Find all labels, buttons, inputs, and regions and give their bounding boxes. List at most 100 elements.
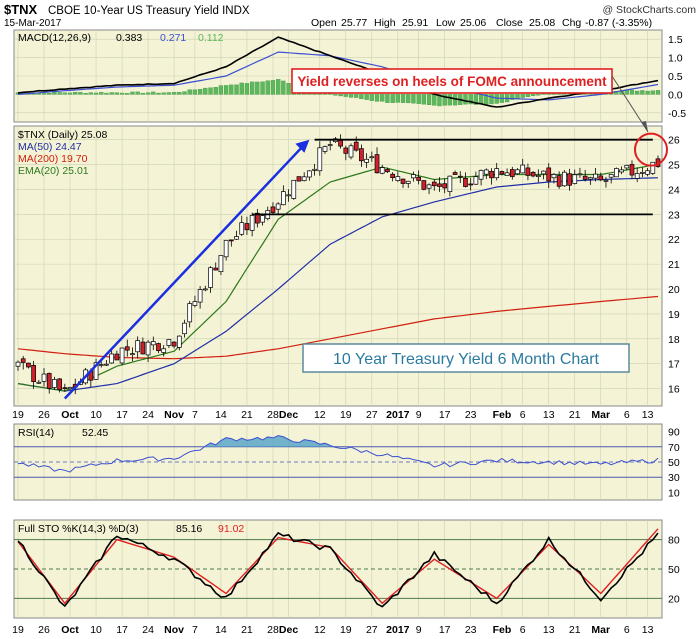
- candle-down: [228, 239, 234, 242]
- sto-y-tick: 80: [668, 535, 680, 547]
- macd-histogram-bar: [260, 81, 265, 95]
- macd-histogram-bar: [629, 89, 635, 95]
- high-value: 25.91: [402, 17, 428, 29]
- rsi-y-tick: 50: [668, 457, 680, 469]
- x-tick-label-bottom: Dec: [279, 624, 298, 636]
- candle-up: [379, 167, 385, 174]
- ma200-legend: MA(200) 19.70: [18, 153, 88, 165]
- trend-arrow-head: [295, 139, 310, 153]
- x-tick-label-bottom: 9: [416, 624, 422, 636]
- macd-histogram-bar: [333, 94, 338, 96]
- macd-histogram-bar: [442, 94, 447, 106]
- macd-legend-macd: 0.383: [116, 32, 142, 44]
- candle-up: [593, 173, 598, 179]
- x-tick-label-top: 14: [215, 409, 227, 421]
- candle-up: [478, 170, 484, 180]
- ma200-line: [17, 295, 659, 360]
- candle-up: [176, 335, 182, 348]
- price-y-tick: 20: [668, 284, 680, 296]
- x-tick-label-bottom: 13: [642, 624, 654, 636]
- macd-histogram-bar: [182, 91, 187, 95]
- candle-up: [119, 347, 125, 364]
- rsi-y-tick: 30: [668, 472, 680, 484]
- x-tick-label-top: 23: [465, 409, 477, 421]
- x-tick-label-bottom: 17: [439, 624, 451, 636]
- macd-histogram-bar: [338, 94, 343, 97]
- macd-y-tick: -0.5: [668, 108, 686, 120]
- macd-histogram-bar: [203, 87, 208, 95]
- macd-histogram-bar: [270, 80, 276, 95]
- chg-value: -0.87 (-3.35%): [585, 17, 652, 29]
- macd-histogram-bar: [489, 94, 494, 105]
- macd-line: [17, 36, 659, 108]
- macd-histogram-bar: [406, 94, 411, 104]
- macd-histogram-bar: [536, 94, 541, 96]
- macd-histogram-bar: [161, 92, 166, 95]
- candle-up: [312, 168, 317, 171]
- x-tick-label-top: Feb: [493, 409, 512, 421]
- candle-down: [254, 212, 260, 224]
- macd-histogram-bar: [239, 82, 244, 95]
- x-tick-label-bottom: Oct: [61, 624, 79, 636]
- x-tick-label-bottom: 21: [569, 624, 581, 636]
- x-tick-label-bottom: 2017: [386, 624, 410, 636]
- candle-up: [104, 363, 109, 366]
- macd-histogram-bar: [473, 94, 479, 105]
- candle-up: [307, 170, 312, 178]
- macd-histogram-bar: [67, 92, 73, 95]
- candle-down: [530, 171, 536, 177]
- candle-down: [270, 206, 276, 213]
- candle-up: [239, 222, 245, 235]
- candle-up: [634, 173, 640, 179]
- candle-down: [567, 173, 572, 186]
- macd-histogram-bar: [88, 92, 93, 95]
- price-y-tick: 22: [668, 234, 680, 246]
- candle-down: [353, 141, 359, 151]
- candle-up: [275, 203, 281, 210]
- candle-down: [26, 362, 31, 368]
- rsi-line: [17, 435, 659, 473]
- x-tick-label-bottom: 17: [116, 624, 128, 636]
- candle-up: [483, 169, 489, 175]
- candle-up: [218, 255, 224, 273]
- candle-up: [577, 173, 583, 176]
- rsi-y-tick: 90: [668, 427, 680, 439]
- macd-y-tick: 1.0: [668, 53, 683, 65]
- candle-up: [317, 147, 323, 172]
- x-tick-label-bottom: 23: [465, 624, 477, 636]
- sto-legend-k: 85.16: [176, 523, 202, 535]
- price-y-tick: 21: [668, 259, 680, 271]
- candle-up: [135, 340, 141, 353]
- candle-up: [145, 341, 151, 356]
- macd-histogram-bar: [208, 87, 213, 95]
- macd-histogram-bar: [166, 92, 172, 95]
- x-tick-label-bottom: 13: [543, 624, 555, 636]
- candle-down: [62, 387, 68, 390]
- x-tick-label-bottom: 10: [90, 624, 102, 636]
- candle-down: [489, 170, 494, 179]
- macd-histogram-bar: [145, 92, 151, 95]
- macd-histogram-bar: [281, 80, 286, 95]
- low-value: 25.06: [460, 17, 486, 29]
- x-tick-label-bottom: 21: [241, 624, 253, 636]
- candle-down: [31, 364, 36, 383]
- credit-label: @ StockCharts.com: [602, 4, 696, 16]
- macd-histogram-bar: [156, 92, 161, 95]
- candle-up: [93, 362, 99, 380]
- candle-up: [494, 168, 500, 179]
- candle-down: [390, 173, 395, 179]
- macd-signal-line: [17, 51, 659, 101]
- x-tick-label-top: 13: [543, 409, 555, 421]
- candle-down: [452, 172, 458, 175]
- candle-up: [234, 236, 239, 240]
- candle-down: [556, 175, 562, 187]
- candle-up: [551, 174, 557, 179]
- candle-down: [124, 346, 130, 351]
- candle-up: [619, 169, 624, 173]
- candle-up: [624, 164, 630, 169]
- macd-histogram-bar: [354, 94, 359, 98]
- macd-histogram-bar: [171, 92, 177, 95]
- macd-histogram-bar: [655, 90, 661, 95]
- macd-histogram-bar: [119, 92, 125, 95]
